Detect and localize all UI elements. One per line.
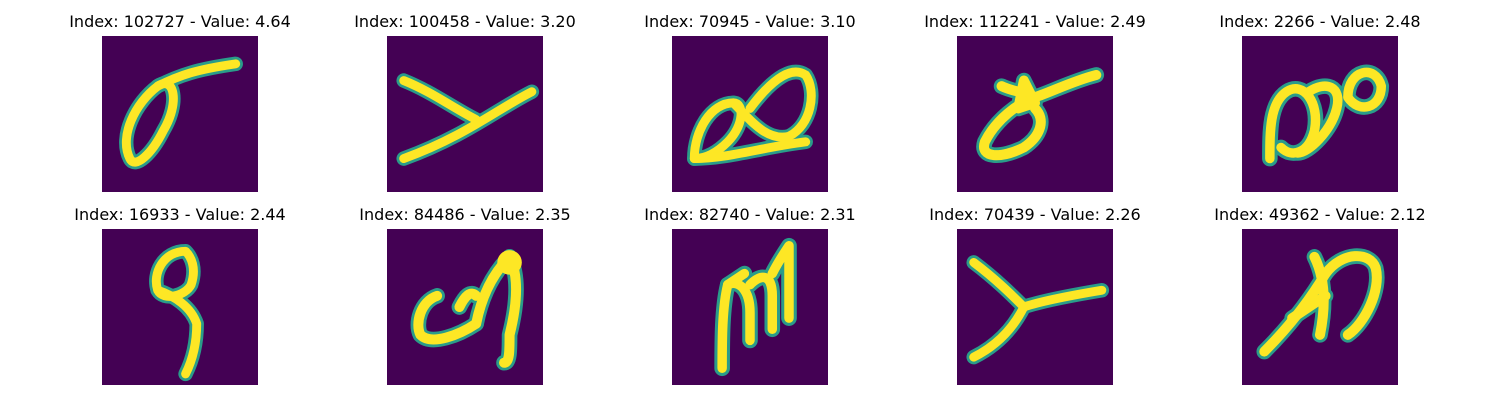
panel-title: Index: 84486 - Value: 2.35 <box>359 205 571 224</box>
digit-panel-6: Index: 16933 - Value: 2.44 <box>50 205 310 395</box>
digit-image <box>102 229 258 385</box>
digit-panel-4: Index: 112241 - Value: 2.49 <box>905 12 1165 202</box>
digit-panel-9: Index: 70439 - Value: 2.26 <box>905 205 1165 395</box>
digit-image <box>1242 229 1398 385</box>
digit-panel-1: Index: 102727 - Value: 4.64 <box>50 12 310 202</box>
digit-panel-8: Index: 82740 - Value: 2.31 <box>620 205 880 395</box>
panel-title: Index: 70439 - Value: 2.26 <box>929 205 1141 224</box>
digit-image <box>957 36 1113 192</box>
panel-title: Index: 49362 - Value: 2.12 <box>1214 205 1426 224</box>
digit-image <box>387 229 543 385</box>
digit-image <box>102 36 258 192</box>
digit-image <box>957 229 1113 385</box>
digit-image <box>387 36 543 192</box>
panel-title: Index: 2266 - Value: 2.48 <box>1219 12 1421 31</box>
digit-image <box>1242 36 1398 192</box>
digit-image <box>672 36 828 192</box>
digit-panel-2: Index: 100458 - Value: 3.20 <box>335 12 595 202</box>
panel-title: Index: 16933 - Value: 2.44 <box>74 205 286 224</box>
panel-title: Index: 102727 - Value: 4.64 <box>69 12 291 31</box>
panel-title: Index: 112241 - Value: 2.49 <box>924 12 1146 31</box>
digit-panel-3: Index: 70945 - Value: 3.10 <box>620 12 880 202</box>
digit-panel-5: Index: 2266 - Value: 2.48 <box>1190 12 1450 202</box>
digit-panel-10: Index: 49362 - Value: 2.12 <box>1190 205 1450 395</box>
panel-title: Index: 100458 - Value: 3.20 <box>354 12 576 31</box>
panel-title: Index: 70945 - Value: 3.10 <box>644 12 856 31</box>
digit-panel-7: Index: 84486 - Value: 2.35 <box>335 205 595 395</box>
digit-image <box>672 229 828 385</box>
panel-title: Index: 82740 - Value: 2.31 <box>644 205 856 224</box>
